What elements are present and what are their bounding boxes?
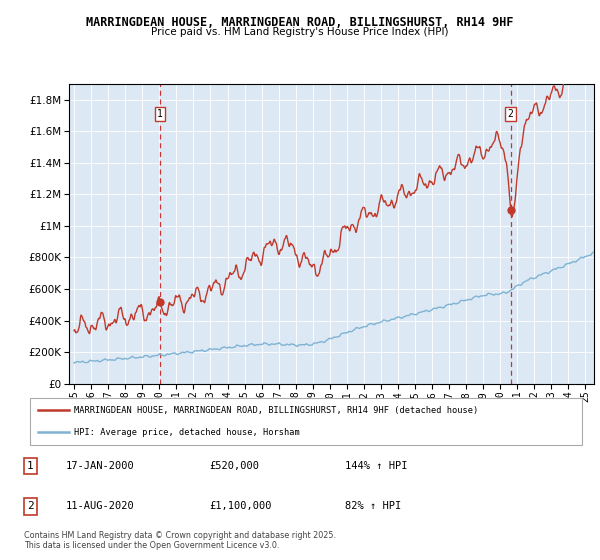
Text: £520,000: £520,000: [210, 461, 260, 471]
Text: Price paid vs. HM Land Registry's House Price Index (HPI): Price paid vs. HM Land Registry's House …: [151, 27, 449, 37]
Text: 144% ↑ HPI: 144% ↑ HPI: [345, 461, 407, 471]
Text: 1: 1: [27, 461, 34, 471]
Text: 11-AUG-2020: 11-AUG-2020: [66, 501, 134, 511]
Text: MARRINGDEAN HOUSE, MARRINGDEAN ROAD, BILLINGSHURST, RH14 9HF (detached house): MARRINGDEAN HOUSE, MARRINGDEAN ROAD, BIL…: [74, 406, 478, 415]
Text: 2: 2: [508, 109, 514, 119]
Text: 2: 2: [27, 501, 34, 511]
Text: 17-JAN-2000: 17-JAN-2000: [66, 461, 134, 471]
Text: Contains HM Land Registry data © Crown copyright and database right 2025.
This d: Contains HM Land Registry data © Crown c…: [24, 530, 336, 550]
Text: 82% ↑ HPI: 82% ↑ HPI: [345, 501, 401, 511]
Text: £1,100,000: £1,100,000: [210, 501, 272, 511]
Text: 1: 1: [157, 109, 163, 119]
Text: MARRINGDEAN HOUSE, MARRINGDEAN ROAD, BILLINGSHURST, RH14 9HF: MARRINGDEAN HOUSE, MARRINGDEAN ROAD, BIL…: [86, 16, 514, 29]
Text: HPI: Average price, detached house, Horsham: HPI: Average price, detached house, Hors…: [74, 428, 300, 437]
